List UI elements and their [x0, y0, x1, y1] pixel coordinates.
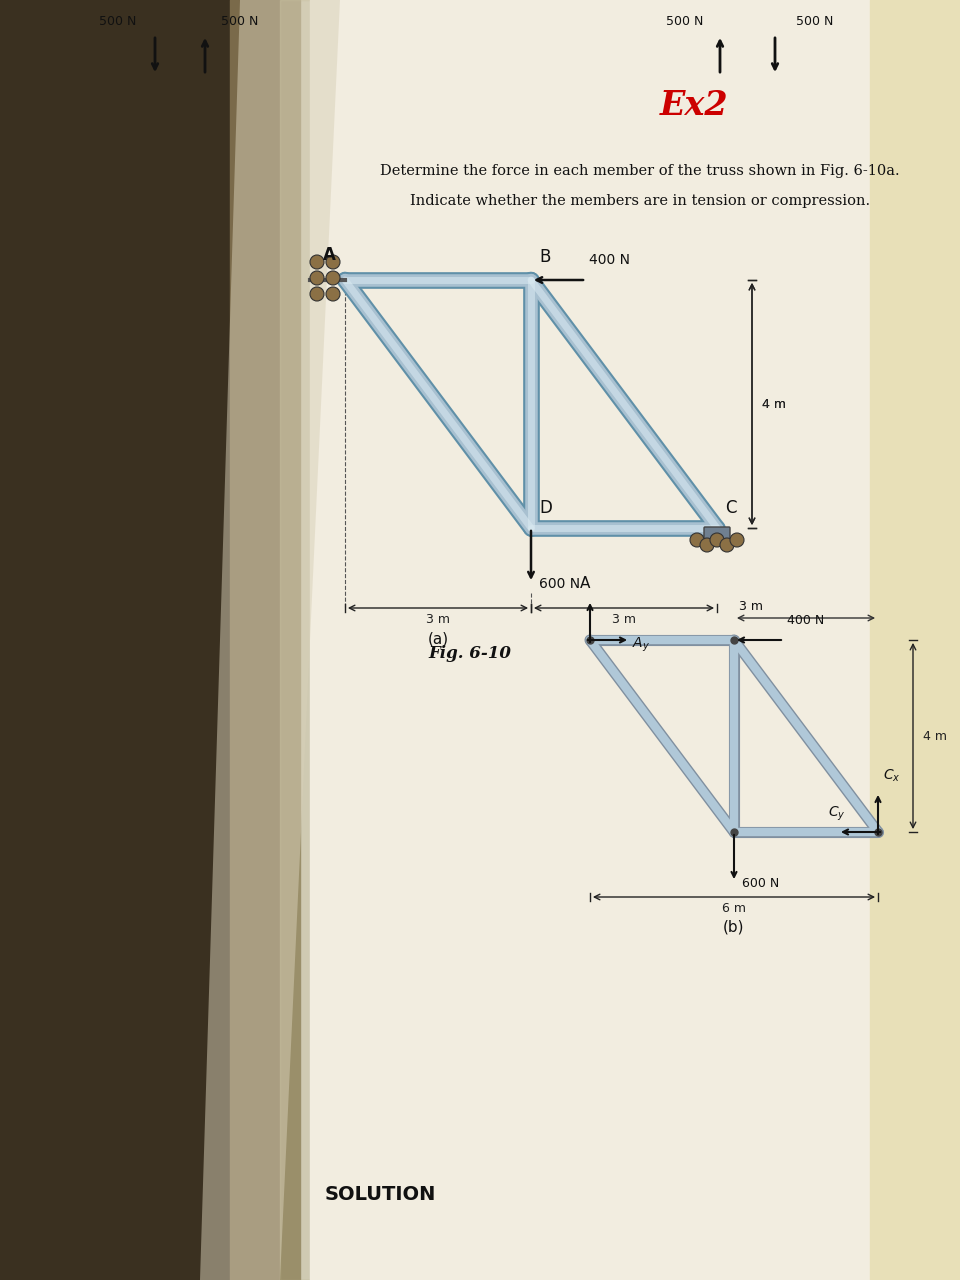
- Text: 500 N: 500 N: [666, 15, 704, 28]
- Circle shape: [310, 255, 324, 269]
- Text: 600 N: 600 N: [539, 577, 580, 591]
- Text: 500 N: 500 N: [99, 15, 136, 28]
- Circle shape: [700, 538, 714, 552]
- Text: 3 m: 3 m: [426, 613, 450, 626]
- FancyBboxPatch shape: [704, 527, 730, 539]
- Text: (b): (b): [723, 920, 745, 934]
- Text: $C_y$: $C_y$: [828, 805, 846, 823]
- Text: Ex2: Ex2: [660, 90, 729, 122]
- Text: A: A: [580, 576, 590, 591]
- Circle shape: [326, 255, 340, 269]
- Text: 4 m: 4 m: [762, 398, 786, 411]
- Text: 3 m: 3 m: [612, 613, 636, 626]
- Circle shape: [326, 271, 340, 285]
- Text: $C_x$: $C_x$: [883, 768, 900, 785]
- Text: 400 N: 400 N: [787, 614, 825, 627]
- Text: B: B: [539, 248, 550, 266]
- Text: A: A: [323, 246, 336, 264]
- Circle shape: [720, 538, 734, 552]
- Circle shape: [326, 287, 340, 301]
- Text: 4 m: 4 m: [762, 398, 786, 411]
- Text: 500 N: 500 N: [796, 15, 833, 28]
- Text: 400 N: 400 N: [589, 253, 630, 268]
- Text: (a): (a): [427, 631, 448, 646]
- Circle shape: [730, 532, 744, 547]
- Text: Indicate whether the members are in tension or compression.: Indicate whether the members are in tens…: [410, 195, 870, 207]
- Circle shape: [710, 532, 724, 547]
- Polygon shape: [200, 0, 340, 1280]
- Text: $A_y$: $A_y$: [632, 636, 650, 654]
- Text: D: D: [539, 499, 552, 517]
- Text: C: C: [725, 499, 736, 517]
- Text: 4 m: 4 m: [923, 730, 947, 742]
- Text: 600 N: 600 N: [742, 877, 780, 890]
- Text: SOLUTION: SOLUTION: [325, 1185, 437, 1204]
- Circle shape: [310, 271, 324, 285]
- Text: Determine the force in each member of the truss shown in Fig. 6-10a.: Determine the force in each member of th…: [380, 164, 900, 178]
- Text: 3 m: 3 m: [739, 600, 763, 613]
- Text: Fig. 6-10: Fig. 6-10: [428, 645, 512, 662]
- Text: 500 N: 500 N: [222, 15, 258, 28]
- Circle shape: [310, 287, 324, 301]
- Circle shape: [690, 532, 704, 547]
- Text: 6 m: 6 m: [722, 902, 746, 915]
